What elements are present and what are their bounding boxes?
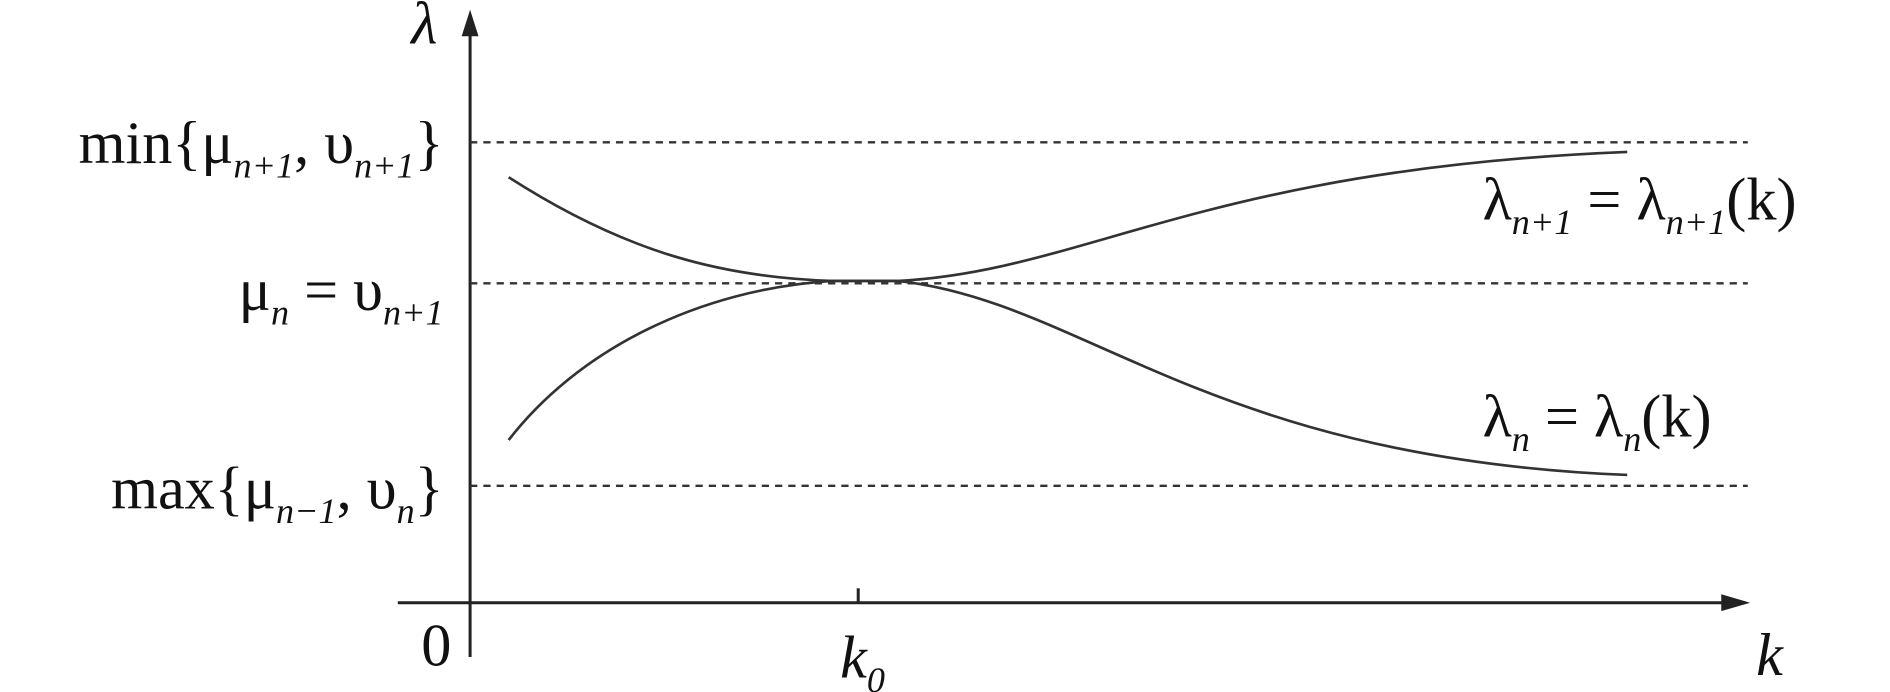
lower-curve xyxy=(507,279,1628,477)
x-label: k xyxy=(1756,622,1784,689)
label-part: max{μ xyxy=(111,456,276,523)
level-label: μn = υn+1 xyxy=(239,257,444,332)
subscript: n xyxy=(1623,419,1641,459)
label-part: = λ xyxy=(1530,383,1623,450)
label-part: min{μ xyxy=(79,110,234,177)
origin-label: 0 xyxy=(421,612,451,679)
label-part: λ xyxy=(1483,166,1512,233)
x-arrow xyxy=(1721,594,1751,612)
label-part: } xyxy=(415,456,444,523)
label-part: λ xyxy=(1483,383,1512,450)
label-part: (k) xyxy=(1726,166,1796,233)
label-part: k xyxy=(840,624,868,691)
subscript: n+1 xyxy=(1512,202,1573,242)
subscript: n xyxy=(397,491,415,531)
level-label: min{μn+1, υn+1} xyxy=(79,110,444,185)
y-label: λ xyxy=(409,0,437,57)
subscript: 0 xyxy=(867,660,885,692)
level-label: max{μn−1, υn} xyxy=(111,456,443,531)
label-part: , υ xyxy=(337,456,397,523)
curve-label: λn = λn(k) xyxy=(1483,383,1712,458)
subscript: n xyxy=(271,292,289,332)
subscript: n+1 xyxy=(354,145,415,185)
label-part: , υ xyxy=(294,110,354,177)
subscript: n+1 xyxy=(1666,202,1727,242)
upper-curve xyxy=(507,150,1628,283)
label-part: = υ xyxy=(289,257,383,324)
subscript: n xyxy=(1512,419,1530,459)
subscript: n+1 xyxy=(234,145,295,185)
label-part: = λ xyxy=(1572,166,1665,233)
curve-label: λn+1 = λn+1(k) xyxy=(1483,166,1797,241)
label-part: (k) xyxy=(1641,383,1711,450)
subscript: n−1 xyxy=(276,491,337,531)
label-part: } xyxy=(415,110,444,177)
tick-label: k0 xyxy=(840,624,885,692)
subscript: n+1 xyxy=(383,292,444,332)
label-part: μ xyxy=(239,257,271,324)
y-arrow xyxy=(461,9,479,37)
